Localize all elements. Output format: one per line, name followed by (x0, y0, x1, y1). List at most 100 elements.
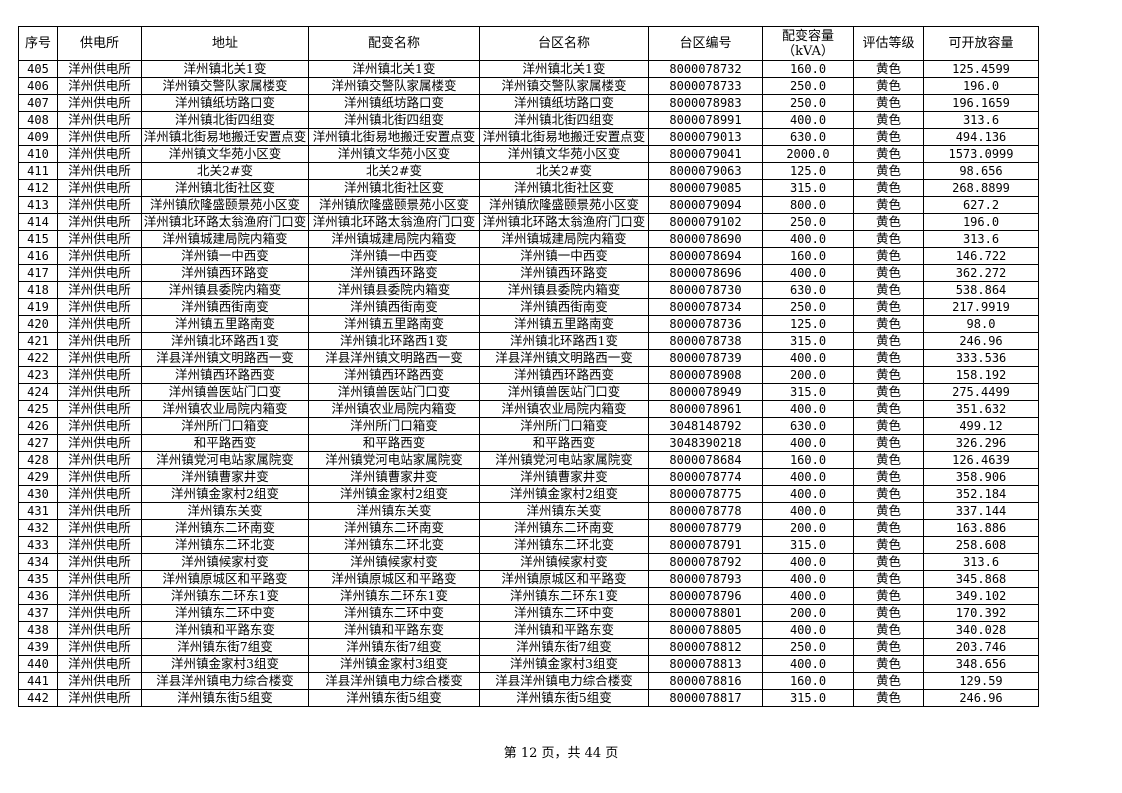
cell-address: 洋州镇东二环南变 (141, 519, 309, 537)
cell-open-capacity: 158.192 (923, 366, 1039, 384)
cell-seq: 430 (18, 485, 58, 503)
cell-capacity: 400.0 (762, 553, 854, 571)
cell-capacity: 2000.0 (762, 145, 854, 163)
cell-capacity: 315.0 (762, 689, 854, 707)
cell-area-code: 8000078696 (648, 264, 763, 282)
cell-area-name: 洋州镇东关变 (479, 502, 649, 520)
cell-address: 洋州镇文华苑小区变 (141, 145, 309, 163)
cell-area-code: 8000078791 (648, 536, 763, 554)
header-rating: 评估等级 (853, 26, 924, 61)
cell-transformer-name: 洋州镇北街社区变 (308, 179, 480, 197)
cell-station: 洋州供电所 (57, 247, 142, 265)
cell-area-name: 洋州镇文华苑小区变 (479, 145, 649, 163)
table-row: 437 洋州供电所 洋州镇东二环中变 洋州镇东二环中变 洋州镇东二环中变 80000788… (18, 604, 1039, 622)
header-open-capacity: 可开放容量 (923, 26, 1039, 61)
cell-open-capacity: 170.392 (923, 604, 1039, 622)
cell-transformer-name: 洋州镇党河电站家属院变 (308, 451, 480, 469)
cell-capacity: 160.0 (762, 672, 854, 690)
table-row: 411 洋州供电所 北关2#变 北关2#变 北关2#变 8000079063 125.0 黄色… (18, 162, 1039, 180)
capacity-table: 序号 供电所 地址 配变名称 台区名称 台区编号 配变容量（kVA） 评估等级 可开放容量 40… (18, 26, 1039, 707)
cell-transformer-name: 洋州所门口箱变 (308, 417, 480, 435)
cell-address: 洋州镇西街南变 (141, 298, 309, 316)
cell-transformer-name: 洋州镇西街南变 (308, 298, 480, 316)
table-row: 410 洋州供电所 洋州镇文华苑小区变 洋州镇文华苑小区变 洋州镇文华苑小区变 80000… (18, 145, 1039, 163)
cell-address: 洋州镇东二环北变 (141, 536, 309, 554)
cell-station: 洋州供电所 (57, 434, 142, 452)
cell-open-capacity: 499.12 (923, 417, 1039, 435)
cell-address: 洋县洋州镇电力综合楼变 (141, 672, 309, 690)
cell-capacity: 400.0 (762, 434, 854, 452)
cell-rating: 黄色 (853, 570, 924, 588)
table-row: 405 洋州供电所 洋州镇北关1变 洋州镇北关1变 洋州镇北关1变 8000078732 1… (18, 60, 1039, 78)
cell-capacity: 200.0 (762, 519, 854, 537)
cell-seq: 442 (18, 689, 58, 707)
cell-open-capacity: 340.028 (923, 621, 1039, 639)
cell-open-capacity: 275.4499 (923, 383, 1039, 401)
cell-area-code: 8000079094 (648, 196, 763, 214)
cell-area-code: 3048390218 (648, 434, 763, 452)
header-seq: 序号 (18, 26, 58, 61)
cell-transformer-name: 洋县洋州镇文明路西一变 (308, 349, 480, 367)
cell-rating: 黄色 (853, 60, 924, 78)
cell-rating: 黄色 (853, 162, 924, 180)
cell-transformer-name: 洋州镇欣隆盛颐景苑小区变 (308, 196, 480, 214)
cell-area-code: 8000078733 (648, 77, 763, 95)
table-row: 407 洋州供电所 洋州镇纸坊路口变 洋州镇纸坊路口变 洋州镇纸坊路口变 80000789… (18, 94, 1039, 112)
cell-seq: 437 (18, 604, 58, 622)
cell-station: 洋州供电所 (57, 332, 142, 350)
cell-address: 洋州镇东关变 (141, 502, 309, 520)
cell-area-name: 洋州镇东二环中变 (479, 604, 649, 622)
cell-capacity: 250.0 (762, 77, 854, 95)
cell-area-code: 8000078739 (648, 349, 763, 367)
cell-address: 洋州镇原城区和平路变 (141, 570, 309, 588)
cell-capacity: 400.0 (762, 400, 854, 418)
cell-station: 洋州供电所 (57, 77, 142, 95)
cell-rating: 黄色 (853, 128, 924, 146)
table-header-row: 序号 供电所 地址 配变名称 台区名称 台区编号 配变容量（kVA） 评估等级 可开放容量 (18, 26, 1039, 61)
cell-station: 洋州供电所 (57, 111, 142, 129)
table-row: 438 洋州供电所 洋州镇和平路东变 洋州镇和平路东变 洋州镇和平路东变 80000788… (18, 621, 1039, 639)
cell-station: 洋州供电所 (57, 553, 142, 571)
cell-address: 洋州镇东街7组变 (141, 638, 309, 656)
cell-area-name: 洋州镇候家村变 (479, 553, 649, 571)
cell-open-capacity: 313.6 (923, 230, 1039, 248)
cell-transformer-name: 洋州镇北环路西1变 (308, 332, 480, 350)
table-row: 435 洋州供电所 洋州镇原城区和平路变 洋州镇原城区和平路变 洋州镇原城区和平路变 80… (18, 570, 1039, 588)
cell-open-capacity: 129.59 (923, 672, 1039, 690)
cell-station: 洋州供电所 (57, 281, 142, 299)
cell-open-capacity: 627.2 (923, 196, 1039, 214)
cell-transformer-name: 洋州镇东二环中变 (308, 604, 480, 622)
cell-capacity: 400.0 (762, 264, 854, 282)
cell-seq: 435 (18, 570, 58, 588)
cell-address: 洋州镇欣隆盛颐景苑小区变 (141, 196, 309, 214)
cell-seq: 424 (18, 383, 58, 401)
cell-address: 洋州镇西环路西变 (141, 366, 309, 384)
cell-area-name: 洋州镇金家村2组变 (479, 485, 649, 503)
cell-area-name: 洋州镇农业局院内箱变 (479, 400, 649, 418)
cell-open-capacity: 196.0 (923, 213, 1039, 231)
cell-seq: 433 (18, 536, 58, 554)
header-transformer-name: 配变名称 (308, 26, 480, 61)
cell-open-capacity: 358.906 (923, 468, 1039, 486)
table-row: 434 洋州供电所 洋州镇候家村变 洋州镇候家村变 洋州镇候家村变 8000078792 4… (18, 553, 1039, 571)
cell-capacity: 160.0 (762, 60, 854, 78)
table-row: 414 洋州供电所 洋州镇北环路太翁渔府门口变 洋州镇北环路太翁渔府门口变 洋州镇北环路… (18, 213, 1039, 231)
table-row: 417 洋州供电所 洋州镇西环路变 洋州镇西环路变 洋州镇西环路变 8000078696 4… (18, 264, 1039, 282)
cell-rating: 黄色 (853, 604, 924, 622)
cell-seq: 440 (18, 655, 58, 673)
cell-capacity: 630.0 (762, 128, 854, 146)
cell-rating: 黄色 (853, 689, 924, 707)
cell-area-name: 洋州镇东街5组变 (479, 689, 649, 707)
cell-capacity: 400.0 (762, 655, 854, 673)
table-row: 423 洋州供电所 洋州镇西环路西变 洋州镇西环路西变 洋州镇西环路西变 80000789… (18, 366, 1039, 384)
cell-rating: 黄色 (853, 621, 924, 639)
cell-transformer-name: 洋州镇一中西变 (308, 247, 480, 265)
cell-seq: 428 (18, 451, 58, 469)
cell-rating: 黄色 (853, 298, 924, 316)
cell-transformer-name: 洋州镇北街四组变 (308, 111, 480, 129)
cell-address: 洋州镇交警队家属楼变 (141, 77, 309, 95)
cell-open-capacity: 163.886 (923, 519, 1039, 537)
cell-rating: 黄色 (853, 553, 924, 571)
cell-seq: 415 (18, 230, 58, 248)
cell-open-capacity: 352.184 (923, 485, 1039, 503)
